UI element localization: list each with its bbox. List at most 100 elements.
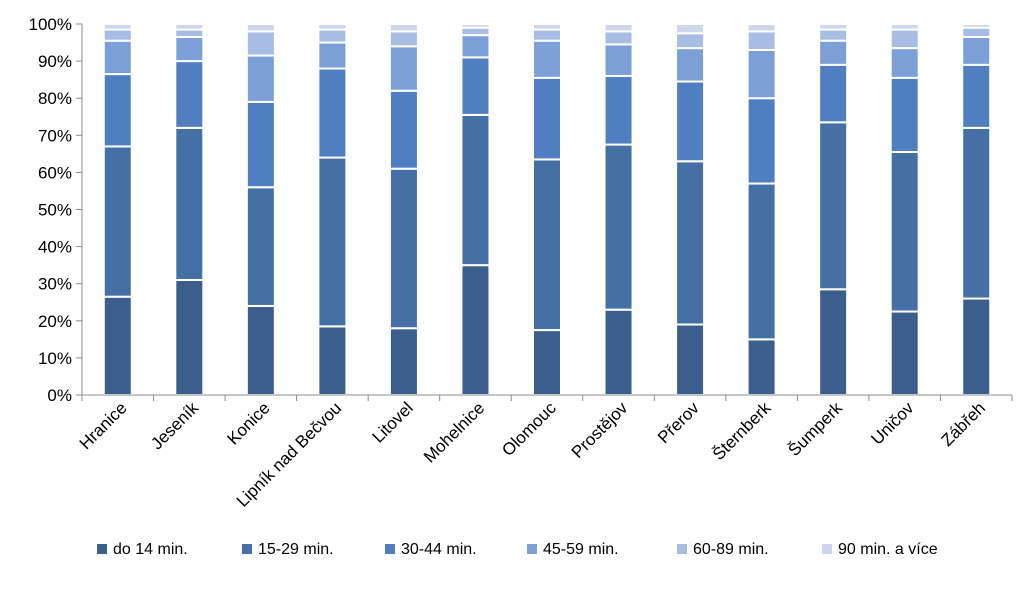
bar-segment: [174, 23, 205, 31]
bar-segment: [746, 30, 777, 51]
bar-segment: [174, 35, 205, 63]
bar-stack: [388, 23, 419, 396]
legend-item: do 14 min.: [97, 541, 188, 558]
bar-segment: [102, 145, 133, 298]
bar-segment: [746, 48, 777, 100]
bar-segment: [317, 67, 348, 159]
bar-segment: [102, 23, 133, 31]
bar-segment: [818, 288, 849, 397]
bar-segment: [818, 23, 849, 31]
bar-segment: [603, 308, 634, 397]
bar-segment: [675, 47, 706, 83]
bar-segment: [245, 23, 276, 33]
bar-segment: [961, 23, 992, 29]
bar-segment: [532, 39, 562, 79]
x-tick-label: Hranice: [76, 398, 131, 453]
x-tick-label: Litovel: [369, 398, 417, 446]
bar-segment: [818, 121, 849, 291]
bar-segment: [532, 329, 562, 397]
bar-segment: [961, 35, 992, 66]
bar-stack: [675, 23, 706, 397]
bars: [102, 23, 992, 397]
x-tick-label: Zábřeh: [938, 398, 990, 450]
bar-segment: [603, 23, 634, 33]
y-tick-label: 50%: [38, 201, 72, 220]
bar-segment: [388, 89, 419, 170]
legend-swatch: [385, 544, 395, 554]
bar-segment: [961, 126, 992, 300]
x-tick-label: Přerov: [654, 398, 703, 447]
x-tick-label: Šumperk: [784, 398, 846, 460]
bar-segment: [961, 297, 992, 397]
bar-segment: [245, 54, 276, 103]
y-axis: 0% 10% 20% 30% 40% 50% 60% 70% 80% 90% 100%: [29, 15, 83, 405]
bar-segment: [532, 23, 562, 31]
bar-stack: [174, 23, 205, 396]
legend-label: 15-29 min.: [258, 541, 334, 558]
bar-segment: [174, 278, 205, 396]
bar-segment: [818, 39, 849, 66]
legend-item: 15-29 min.: [242, 541, 334, 558]
legend-item: 45-59 min.: [527, 541, 619, 558]
bar-segment: [603, 74, 634, 146]
x-tick-label: Jeseník: [147, 398, 202, 453]
bar-segment: [245, 304, 276, 396]
bar-segment: [460, 113, 491, 267]
bar-segment: [603, 30, 634, 46]
bar-segment: [889, 150, 920, 313]
y-tick-label: 60%: [38, 163, 72, 182]
x-tick-label: Prostějov: [568, 398, 632, 462]
bar-segment: [961, 26, 992, 38]
bar-segment: [174, 28, 205, 38]
bar-segment: [818, 28, 849, 42]
bar-segment: [746, 338, 777, 397]
bar-segment: [388, 45, 419, 92]
bar-stack: [532, 23, 562, 397]
legend-swatch: [677, 544, 687, 554]
legend-label: 90 min. a více: [838, 541, 938, 558]
legend-item: 30-44 min.: [385, 541, 477, 558]
bar-segment: [532, 158, 562, 332]
y-tick-label: 30%: [38, 275, 72, 294]
bar-segment: [603, 143, 634, 311]
legend-swatch: [97, 544, 107, 554]
bar-segment: [889, 310, 920, 396]
y-tick-label: 70%: [38, 126, 72, 145]
bar-stack: [460, 23, 491, 396]
bar-segment: [174, 126, 205, 281]
bar-segment: [460, 264, 491, 396]
bar-segment: [746, 97, 777, 185]
legend-swatch: [527, 544, 537, 554]
legend-item: 90 min. a více: [822, 541, 938, 558]
x-tick-label: Olomouc: [498, 398, 560, 460]
bar-segment: [388, 30, 419, 48]
bar-segment: [245, 186, 276, 307]
bar-stack: [245, 23, 276, 396]
bar-stack: [818, 23, 849, 397]
bar-segment: [532, 28, 562, 42]
legend-item: 60-89 min.: [677, 541, 769, 558]
bar-segment: [460, 56, 491, 116]
y-tick-label: 40%: [38, 238, 72, 257]
y-tick-label: 10%: [38, 349, 72, 368]
bar-segment: [675, 32, 706, 50]
bar-segment: [460, 34, 491, 59]
bar-segment: [317, 28, 348, 44]
legend: do 14 min. 15-29 min. 30-44 min. 45-59 min.…: [97, 541, 938, 558]
bar-segment: [675, 160, 706, 326]
x-tick-label: Uničov: [867, 398, 918, 449]
bar-stack: [746, 23, 777, 397]
bar-segment: [889, 47, 920, 79]
bar-stack: [603, 23, 634, 397]
y-tick-label: 0%: [47, 386, 72, 405]
bar-stack: [961, 23, 992, 397]
bar-stack: [889, 23, 920, 396]
bar-segment: [317, 325, 348, 396]
legend-label: 30-44 min.: [401, 541, 477, 558]
bar-segment: [388, 167, 419, 330]
x-tick-label: Konice: [223, 398, 273, 448]
bar-segment: [889, 28, 920, 50]
bar-segment: [889, 76, 920, 153]
